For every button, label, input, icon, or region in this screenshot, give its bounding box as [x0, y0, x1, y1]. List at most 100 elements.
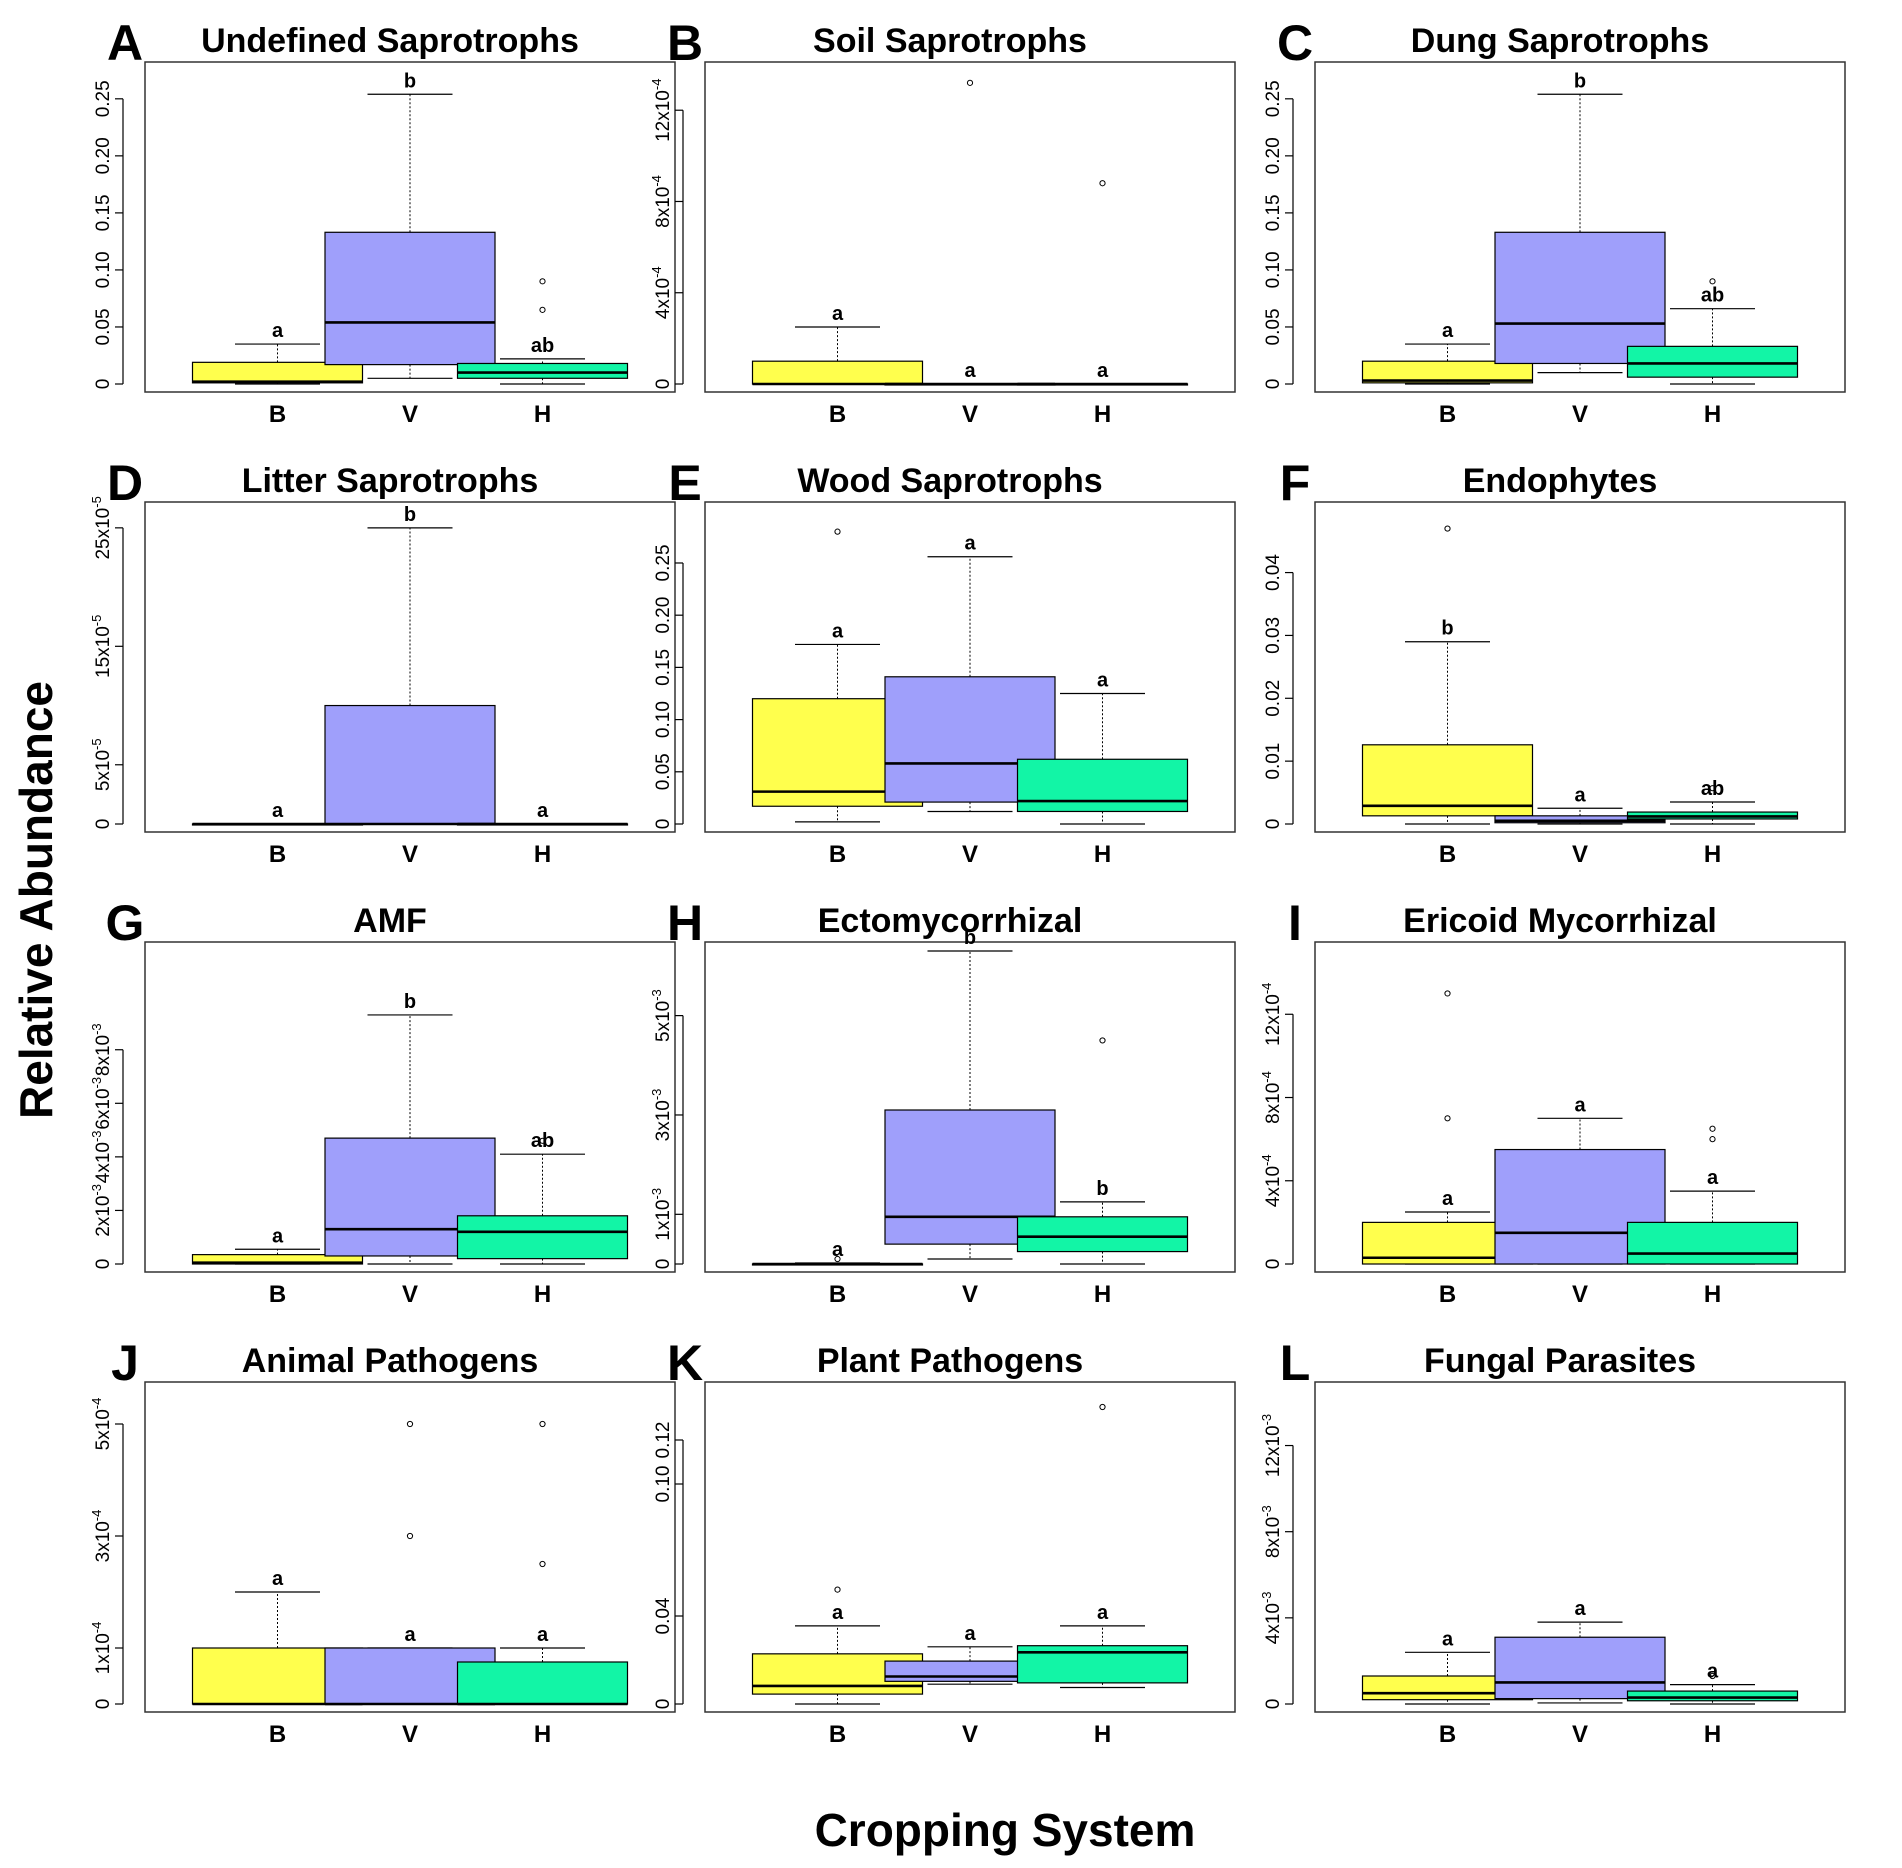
y-tick-label: 0.03 — [1263, 617, 1284, 654]
iqr-box — [1016, 1216, 1189, 1253]
significance-label: a — [1707, 1661, 1719, 1683]
x-tick-label: H — [1704, 401, 1721, 428]
x-tick-label: B — [269, 1281, 286, 1308]
y-tick-mantissa: 3x10 — [653, 1100, 674, 1141]
panel-letter: A — [107, 15, 143, 71]
panel-letter: F — [1280, 455, 1311, 511]
panel-letter: D — [107, 455, 143, 511]
y-tick-exponent: -4 — [1259, 1154, 1274, 1166]
y-tick-exponent: -4 — [649, 79, 664, 91]
box-h: ab H — [456, 278, 629, 428]
y-tick-label: 0.20 — [93, 137, 114, 174]
panel-letter: L — [1280, 1335, 1311, 1391]
x-tick-label: H — [1094, 1721, 1111, 1748]
y-tick-label: 0.20 — [1263, 137, 1284, 174]
outlier-point — [834, 1586, 841, 1593]
y-tick-mantissa: 0 — [1263, 819, 1284, 830]
significance-label: a — [272, 1568, 284, 1590]
y-tick-label: 4x10-3 — [89, 1130, 114, 1183]
y-tick-mantissa: 2x10 — [93, 1196, 114, 1237]
y-tick-mantissa: 0.20 — [1263, 137, 1284, 174]
significance-label: a — [1574, 1598, 1586, 1620]
plot-frame — [1314, 501, 1846, 833]
iqr-box — [1494, 1636, 1666, 1700]
box-h: aH — [1626, 1125, 1799, 1308]
iqr-box — [1494, 231, 1666, 365]
x-tick-label: V — [1572, 1281, 1588, 1308]
y-tick-label: 2x10-3 — [89, 1184, 114, 1237]
x-tick-label: V — [1572, 841, 1588, 868]
box-v: bV — [324, 70, 496, 428]
y-tick-label: 0 — [653, 1699, 674, 1710]
y-tick-mantissa: 0.25 — [93, 80, 114, 117]
y-tick-label: 4x10-4 — [1259, 1154, 1284, 1207]
y-tick-exponent: -3 — [1259, 1591, 1274, 1603]
significance-label: a — [832, 1239, 844, 1261]
significance-label: a — [832, 1602, 844, 1624]
y-tick-mantissa: 5x10 — [93, 1409, 114, 1450]
box-b: aB — [191, 320, 364, 428]
significance-label: a — [537, 800, 549, 822]
y-tick-label: 0.15 — [653, 649, 674, 686]
x-tick-label: B — [1439, 841, 1456, 868]
y-tick-label: 0.10 — [1263, 251, 1284, 288]
iqr-box — [1626, 1221, 1799, 1265]
significance-label: b — [404, 991, 416, 1013]
panel-a: A Undefined Saprotrophs 0 0.05 0.10 0.15 0.20 0… — [93, 15, 676, 428]
y-tick-exponent: -3 — [649, 1188, 664, 1200]
outlier-point — [406, 1532, 414, 1540]
x-tick-label: B — [269, 401, 286, 428]
y-tick-exponent: -4 — [1259, 983, 1274, 995]
y-tick-mantissa: 15x10 — [93, 626, 114, 678]
x-tick-label: H — [1704, 1721, 1721, 1748]
x-tick-label: B — [829, 841, 846, 868]
x-tick-label: B — [829, 401, 846, 428]
y-tick-exponent: -3 — [89, 1077, 104, 1089]
plot-frame — [704, 501, 1236, 833]
panel-title: Soil Saprotrophs — [813, 22, 1087, 60]
plot-frame — [144, 1381, 676, 1713]
x-tick-label: H — [1094, 841, 1111, 868]
y-tick-mantissa: 0 — [93, 819, 114, 830]
x-tick-label: B — [1439, 1721, 1456, 1748]
box-b: aB — [751, 1239, 924, 1308]
outlier-point — [539, 278, 546, 285]
y-tick-mantissa: 0.02 — [1263, 680, 1284, 717]
panel-title: Wood Saprotrophs — [797, 462, 1102, 500]
iqr-box — [751, 360, 924, 385]
y-tick-mantissa: 0.04 — [653, 1597, 674, 1634]
x-tick-label: V — [402, 1721, 418, 1748]
significance-label: a — [832, 303, 844, 325]
plot-frame — [1314, 1381, 1846, 1713]
outlier-point — [834, 528, 841, 535]
y-tick-label: 5x10-5 — [89, 738, 114, 791]
outlier-point — [1709, 1125, 1716, 1132]
x-tick-label: H — [1704, 1281, 1721, 1308]
y-tick-label: 12x10-4 — [1259, 983, 1284, 1046]
x-tick-label: V — [402, 1281, 418, 1308]
y-tick-mantissa: 5x10 — [93, 750, 114, 791]
panel-j: J Animal Pathogens01x10-43x10-45x10-4aBaV… — [89, 1335, 676, 1748]
x-tick-label: B — [829, 1721, 846, 1748]
y-tick-exponent: -3 — [649, 989, 664, 1001]
panel-letter: H — [667, 895, 703, 951]
significance-label: b — [1441, 618, 1453, 640]
y-tick-mantissa: 0 — [653, 379, 674, 390]
significance-label: a — [1707, 1167, 1719, 1189]
y-tick-label: 0.12 — [653, 1422, 674, 1459]
box-h: aH — [1016, 180, 1189, 428]
y-tick-label: 8x10-4 — [649, 175, 674, 228]
y-tick-label: 8x10-3 — [1259, 1505, 1284, 1558]
y-tick-mantissa: 0.03 — [1263, 617, 1284, 654]
y-tick-label: 0.05 — [93, 308, 114, 345]
y-tick-label: 0 — [93, 819, 114, 830]
y-tick-label: 0.04 — [1263, 554, 1284, 591]
x-tick-label: V — [402, 841, 418, 868]
x-tick-label: B — [1439, 401, 1456, 428]
outlier-point — [834, 1255, 841, 1263]
y-tick-exponent: -3 — [89, 1130, 104, 1142]
y-tick-mantissa: 12x10 — [653, 90, 674, 142]
y-tick-label: 3x10-4 — [89, 1510, 114, 1563]
outlier-point — [1709, 785, 1716, 792]
